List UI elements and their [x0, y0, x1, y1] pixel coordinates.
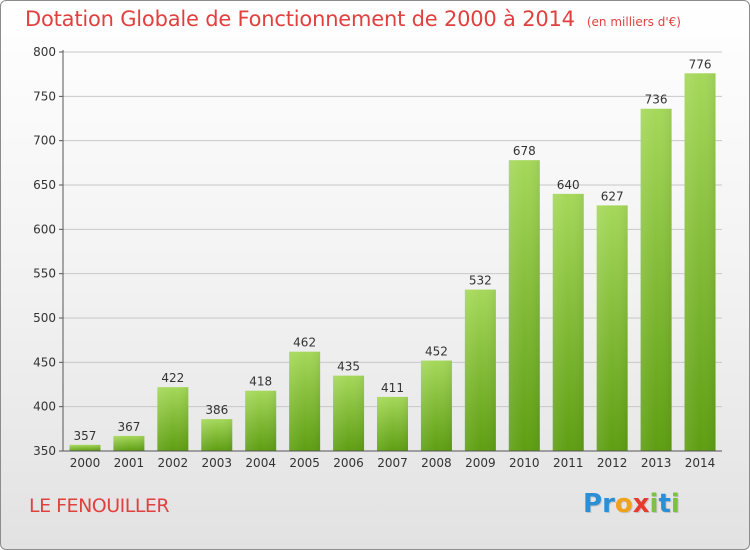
bar-shine: [289, 351, 321, 451]
value-label: 422: [161, 371, 184, 385]
x-tick-label: 2002: [158, 456, 189, 470]
value-label: 411: [381, 381, 404, 395]
y-tick-label: 800: [33, 45, 56, 59]
logo-letter: P: [583, 489, 603, 519]
x-tick-label: 2006: [333, 456, 364, 470]
axes: 350 400 450 500 550 600 650 700 750 800 2000 2001 20…: [33, 45, 722, 470]
x-tick-label: 2011: [553, 456, 584, 470]
value-label: 640: [557, 178, 580, 192]
logo-letter: i: [649, 489, 659, 519]
value-label: 776: [689, 57, 712, 71]
x-tick-label: 2008: [421, 456, 452, 470]
logo-letter: t: [658, 489, 671, 519]
value-label: 532: [469, 274, 492, 288]
logo-letter: o: [614, 489, 633, 519]
x-tick-label: 2004: [245, 456, 276, 470]
value-label: 678: [513, 144, 536, 158]
commune-name: LE FENOUILLER: [29, 495, 170, 517]
x-tick-label: 2014: [685, 456, 716, 470]
value-label: 627: [601, 189, 624, 203]
y-tick-label: 450: [33, 355, 56, 369]
value-label: 357: [74, 429, 97, 443]
bar-shine: [596, 205, 628, 451]
bar-shine: [157, 387, 189, 451]
bar-shine: [377, 396, 408, 451]
bar-shine: [552, 193, 584, 451]
title-text: Dotation Globale de Fonctionnement de 20…: [25, 7, 575, 31]
x-tick-label: 2005: [289, 456, 320, 470]
value-label: 418: [249, 375, 272, 389]
value-label: 736: [645, 93, 668, 107]
x-tick-label: 2003: [201, 456, 232, 470]
proxiti-logo: Proxiti: [583, 489, 680, 519]
value-label: 452: [425, 345, 448, 359]
logo-letter: r: [602, 489, 615, 519]
x-tick-label: 2012: [597, 456, 628, 470]
chart-subtitle: (en milliers d'€): [586, 15, 681, 29]
y-tick-label: 500: [33, 311, 56, 325]
y-tick-label: 650: [33, 178, 56, 192]
y-tick-label: 350: [33, 444, 56, 458]
y-tick-label: 400: [33, 400, 56, 414]
y-tick-label: 550: [33, 267, 56, 281]
bars: 357 367 422 386 418 462 435 411 452 532 678 640 627 7…: [69, 57, 716, 451]
bar-shine: [640, 108, 672, 451]
logo-letter: x: [632, 489, 650, 519]
value-label: 462: [293, 336, 316, 350]
bar-shine: [684, 73, 716, 451]
y-tick-label: 700: [33, 134, 56, 148]
value-label: 367: [117, 420, 140, 434]
logo-letter: i: [670, 489, 680, 519]
bar-shine: [333, 375, 365, 451]
bar-shine: [113, 435, 145, 451]
chart-title: Dotation Globale de Fonctionnement de 20…: [25, 7, 681, 31]
bar-shine: [245, 390, 277, 451]
value-label: 386: [205, 403, 228, 417]
x-tick-label: 2009: [465, 456, 496, 470]
value-label: 435: [337, 360, 360, 374]
x-tick-label: 2001: [114, 456, 145, 470]
y-tick-label: 600: [33, 222, 56, 236]
bar-shine: [201, 419, 233, 451]
x-tick-label: 2000: [70, 456, 101, 470]
bar-shine: [69, 444, 101, 451]
x-tick-label: 2013: [641, 456, 672, 470]
bar-shine: [420, 360, 452, 451]
bar-shine: [464, 289, 496, 451]
x-tick-label: 2010: [509, 456, 540, 470]
y-tick-label: 750: [33, 89, 56, 103]
x-tick-label: 2007: [377, 456, 408, 470]
bar-shine: [508, 160, 540, 451]
